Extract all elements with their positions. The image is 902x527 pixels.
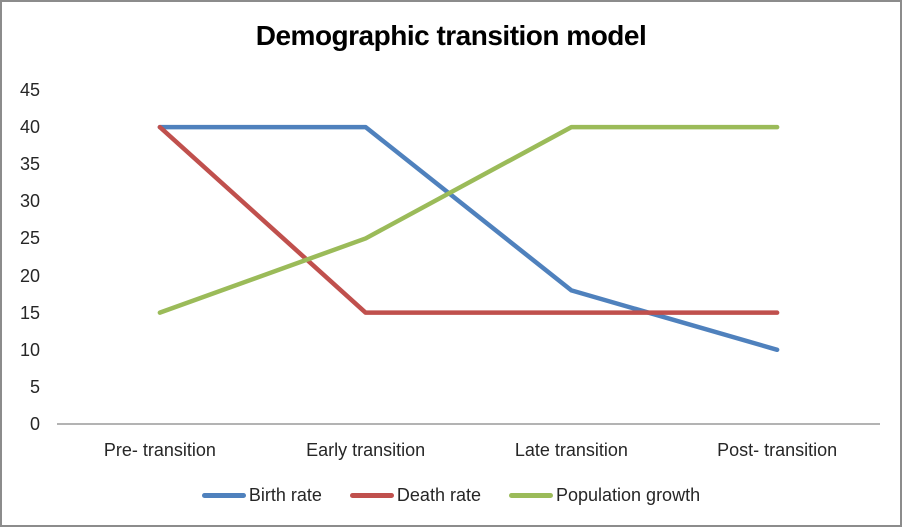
series-line-death-rate xyxy=(157,124,780,315)
x-axis-category-label: Late transition xyxy=(514,440,628,460)
y-axis-tick-label: 10 xyxy=(19,339,40,360)
y-axis-tick-label: 5 xyxy=(29,376,40,397)
y-axis-tick-label: 15 xyxy=(19,302,40,323)
series-line-birth-rate xyxy=(157,124,780,353)
legend-marker-line xyxy=(349,493,394,498)
y-axis-tick-label: 30 xyxy=(19,191,40,212)
legend-label: Birth rate xyxy=(248,485,322,505)
legend-item-population-growth: Population growth xyxy=(508,485,701,506)
y-axis-tick-label: 35 xyxy=(19,154,40,175)
x-axis-category-label: Early transition xyxy=(306,440,426,460)
chart-title: Demographic transition model xyxy=(255,20,647,51)
x-axis-category-label: Post- transition xyxy=(717,440,838,460)
y-axis-tick-label: 45 xyxy=(19,80,40,100)
y-axis-tick-label: 40 xyxy=(19,117,40,138)
y-axis-tick-label: 25 xyxy=(19,228,40,249)
legend: Birth rate Death rate Population growth xyxy=(2,485,900,506)
series-line-population-growth xyxy=(157,124,780,315)
legend-label: Population growth xyxy=(555,485,701,505)
legend-marker-line xyxy=(508,493,553,498)
y-axis-tick-label: 0 xyxy=(29,414,40,434)
legend-item-death-rate: Death rate xyxy=(349,485,481,506)
y-axis-tick-label: 20 xyxy=(19,265,40,286)
legend-item-birth-rate: Birth rate xyxy=(201,485,322,506)
x-axis-category-label: Pre- transition xyxy=(103,440,216,460)
legend-marker-line xyxy=(201,493,246,498)
legend-label: Death rate xyxy=(396,485,481,505)
